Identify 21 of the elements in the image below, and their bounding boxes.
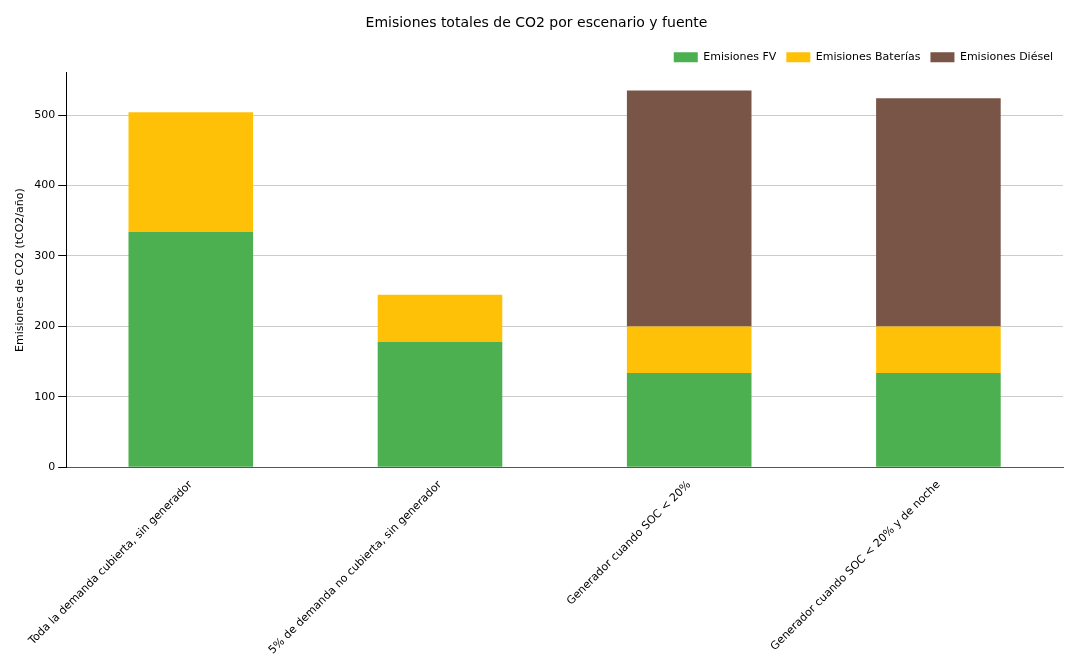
bar [128,112,254,233]
bar [626,372,752,467]
y-tick-label: 500 [34,107,56,121]
bar [377,341,503,467]
bar [876,372,1001,467]
y-tick-label: 400 [34,178,56,192]
y-tick-label: 300 [34,248,56,262]
legend-label: Emisiones Baterías [815,50,921,64]
y-axis-title: Emisiones de CO2 (tCO2/año) [13,188,27,352]
bar [377,294,503,342]
bar [128,232,254,467]
y-tick-label: 100 [34,389,56,403]
bar [876,326,1001,373]
legend-label: Emisiones FV [703,50,777,64]
y-tick-label: 0 [48,460,56,474]
chart-title: Emisiones totales de CO2 por escenario y fuente [365,14,708,31]
bar [626,326,752,373]
y-tick-label: 200 [34,319,56,333]
bar [876,98,1001,327]
legend-label: Emisiones Diésel [959,50,1054,64]
bar [626,90,752,327]
